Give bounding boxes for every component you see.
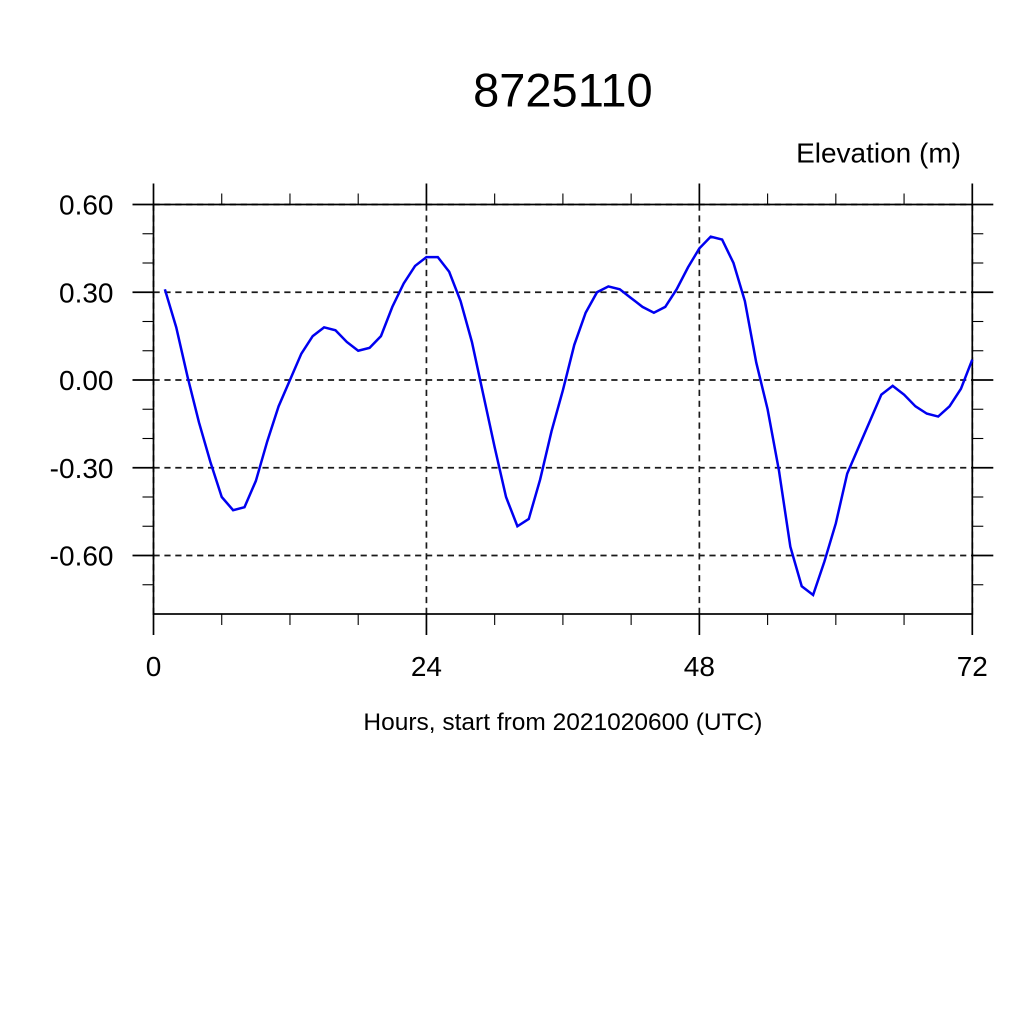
x-tick-label: 24 <box>411 651 442 682</box>
grid-layer <box>152 203 974 614</box>
y-tick-label: -0.30 <box>50 453 114 484</box>
x-tick-label: 72 <box>957 651 988 682</box>
x-tick-label: 48 <box>684 651 715 682</box>
x-axis-title: Hours, start from 2021020600 (UTC) <box>363 709 762 736</box>
y-axis-title: Elevation (m) <box>796 138 961 169</box>
y-tick-label: 0.60 <box>59 190 114 221</box>
series-layer <box>163 235 974 598</box>
x-tick-label: 0 <box>146 651 162 682</box>
chart-title: 8725110 <box>473 63 653 116</box>
label-layer: 8725110 Elevation (m) Hours, start from … <box>50 63 988 736</box>
plot-frame <box>152 203 974 615</box>
y-tick-label: -0.60 <box>50 541 114 572</box>
tick-layer <box>132 183 994 635</box>
elevation-line <box>163 235 974 598</box>
frame-layer <box>152 203 974 615</box>
y-tick-label: 0.30 <box>59 277 114 308</box>
y-tick-label: 0.00 <box>59 365 114 396</box>
